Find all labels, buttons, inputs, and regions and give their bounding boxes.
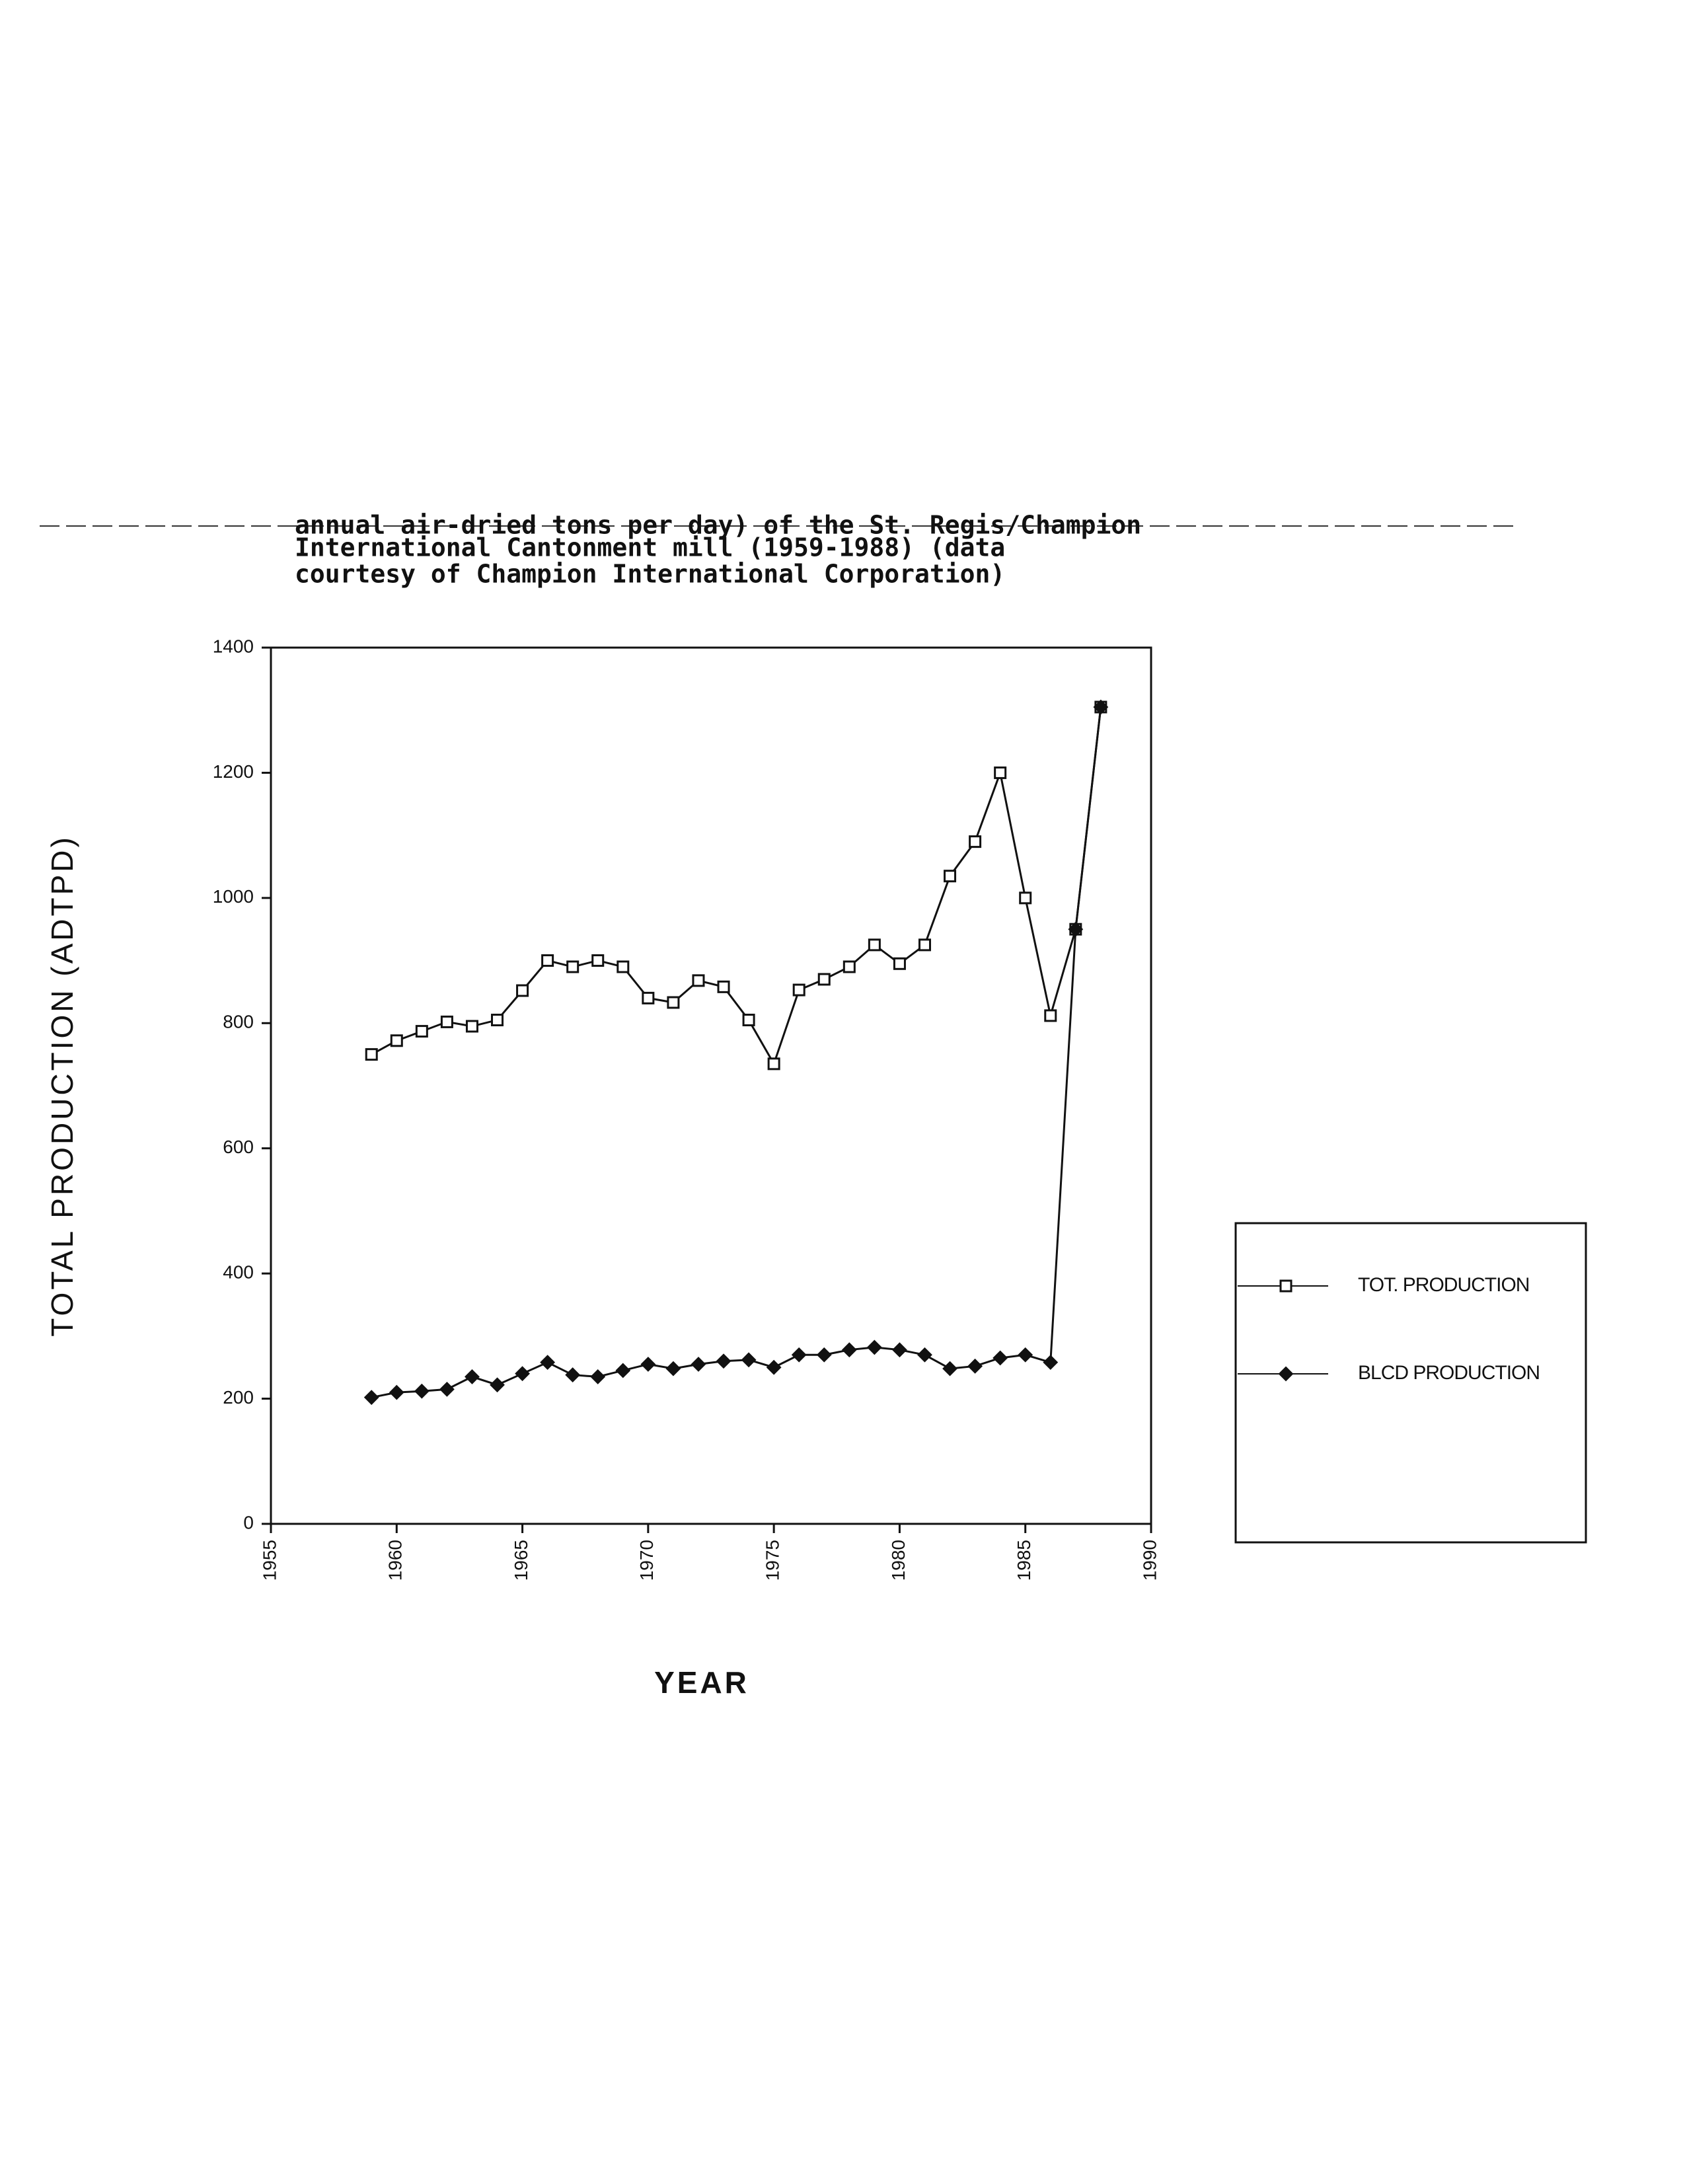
data-point — [667, 996, 680, 1009]
x-tick-label: 1980 — [888, 1540, 909, 1581]
data-point — [642, 991, 655, 1004]
series-line — [371, 706, 1102, 1399]
data-point — [717, 980, 730, 993]
data-point — [716, 1353, 731, 1369]
y-tick-label: 400 — [223, 1262, 254, 1283]
data-point — [591, 954, 605, 967]
data-point — [841, 1342, 857, 1358]
y-tick-label: 600 — [223, 1137, 254, 1157]
y-tick-label: 1400 — [213, 636, 254, 656]
y-tick-label: 0 — [243, 1512, 254, 1532]
data-point — [491, 1014, 504, 1027]
x-tick-label: 1965 — [511, 1540, 531, 1581]
data-point — [615, 1363, 631, 1378]
data-point — [390, 1034, 403, 1047]
data-point — [766, 1359, 782, 1375]
data-point — [640, 1357, 656, 1372]
data-point — [992, 1350, 1008, 1366]
data-point — [742, 1014, 755, 1027]
data-point — [868, 938, 881, 952]
y-tick-label: 1000 — [213, 886, 254, 907]
data-point — [917, 1347, 932, 1363]
data-point — [414, 1383, 430, 1399]
data-point — [791, 1347, 807, 1363]
chart-title: International Cantonment mill (1959-1988… — [295, 533, 1005, 562]
data-point — [515, 1366, 530, 1382]
data-point — [565, 1367, 581, 1382]
data-point — [440, 1015, 453, 1028]
data-point — [566, 960, 580, 973]
data-point — [866, 1339, 882, 1355]
data-point — [1043, 1355, 1059, 1371]
data-point — [415, 1025, 428, 1038]
legend-box — [1234, 1222, 1587, 1544]
data-point — [541, 954, 554, 967]
data-point — [465, 1369, 480, 1384]
data-point — [516, 984, 529, 997]
x-tick-label: 1975 — [763, 1540, 783, 1581]
data-point — [590, 1369, 606, 1384]
x-tick-label: 1970 — [636, 1540, 657, 1581]
data-point — [1019, 891, 1032, 905]
data-point — [1093, 699, 1109, 715]
data-point — [490, 1377, 505, 1393]
y-tick-label: 200 — [223, 1387, 254, 1408]
data-point — [617, 960, 630, 973]
chart-title: courtesy of Champion International Corpo… — [295, 560, 1005, 589]
data-point — [892, 1342, 907, 1358]
data-point — [967, 1358, 983, 1374]
x-tick-label: 1960 — [385, 1540, 406, 1581]
data-point — [918, 938, 931, 952]
data-point — [942, 1361, 957, 1376]
data-point — [1044, 1009, 1057, 1022]
data-point — [994, 766, 1007, 779]
y-axis-label: TOTAL PRODUCTION (ADTPD) — [45, 835, 79, 1337]
data-point — [1018, 1347, 1033, 1363]
x-tick-label: 1990 — [1139, 1540, 1160, 1581]
x-tick-label: 1955 — [259, 1540, 280, 1581]
chart-title: annual air-dried tons per day) of the St… — [295, 511, 1141, 540]
y-tick-label: 1200 — [213, 761, 254, 782]
series-line — [371, 706, 1102, 1067]
data-point — [792, 983, 805, 997]
legend-label: BLCD PRODUCTION — [1358, 1362, 1540, 1384]
legend-label: TOT. PRODUCTION — [1358, 1274, 1529, 1296]
data-point — [365, 1048, 378, 1061]
data-point — [439, 1381, 455, 1397]
data-point — [1068, 921, 1084, 937]
data-point — [893, 957, 906, 970]
data-point — [944, 870, 957, 883]
data-point — [767, 1057, 780, 1071]
data-point — [692, 974, 705, 987]
data-point — [363, 1390, 379, 1406]
data-point — [969, 835, 982, 848]
data-point — [540, 1355, 556, 1371]
data-point — [842, 960, 856, 973]
data-point — [691, 1357, 706, 1372]
x-tick-label: 1985 — [1014, 1540, 1034, 1581]
legend-marker — [1279, 1279, 1292, 1293]
x-axis-label: YEAR — [654, 1665, 749, 1700]
data-point — [741, 1352, 757, 1368]
data-point — [389, 1384, 404, 1400]
legend-marker — [1278, 1366, 1294, 1382]
data-point — [465, 1020, 478, 1033]
data-point — [817, 973, 831, 986]
data-point — [816, 1347, 832, 1363]
data-point — [665, 1361, 681, 1376]
plot-frame — [270, 646, 1152, 1525]
y-tick-label: 800 — [223, 1012, 254, 1032]
